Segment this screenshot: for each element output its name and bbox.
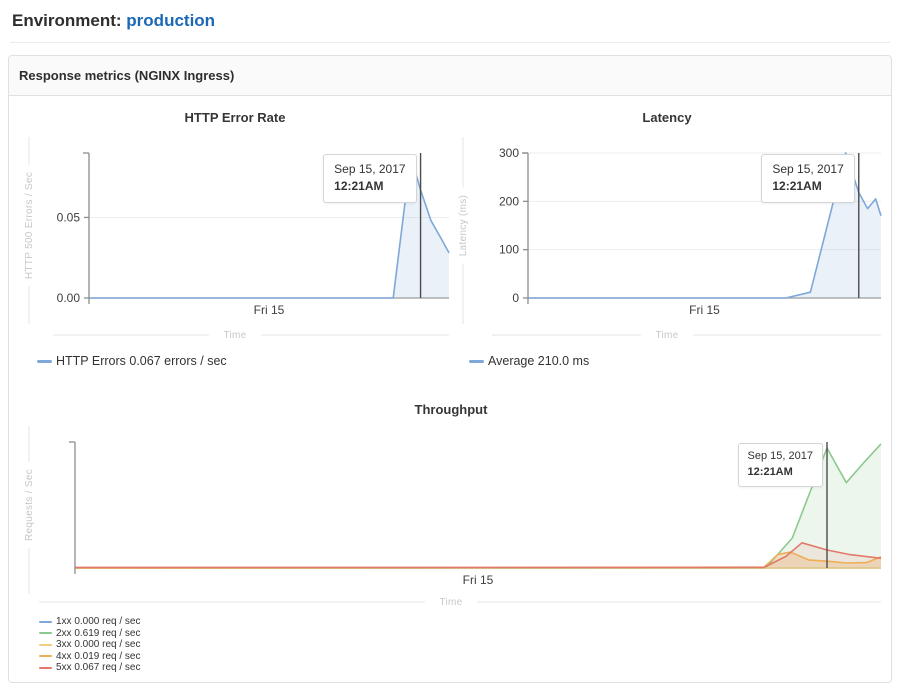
response-metrics-panel: Response metrics (NGINX Ingress) HTTP Er… bbox=[8, 55, 892, 683]
tooltip-date: Sep 15, 2017 bbox=[334, 162, 406, 176]
chart-title: Throughput bbox=[414, 402, 488, 417]
svg-text:Time: Time bbox=[439, 597, 462, 608]
tooltip-time: 12:21AM bbox=[334, 179, 384, 194]
panel-body: HTTP Error Rate HTTP 500 Errors / Sec Tim… bbox=[9, 96, 891, 682]
chart-legend: HTTP Errors 0.067 errors / sec bbox=[37, 354, 451, 368]
legend-swatch-icon bbox=[469, 359, 484, 363]
legend-label: Average 210.0 ms bbox=[488, 354, 590, 368]
environment-link[interactable]: production bbox=[126, 11, 216, 30]
chart-tooltip: Sep 15, 2017 12:21AM bbox=[323, 154, 417, 203]
chart-title: HTTP Error Rate bbox=[184, 110, 286, 125]
svg-text:HTTP 500 Errors / Sec: HTTP 500 Errors / Sec bbox=[24, 172, 35, 279]
svg-text:0: 0 bbox=[512, 291, 519, 305]
chart-legend: 1xx 0.000 req / sec 2xx 0.619 req / sec 3x… bbox=[39, 616, 883, 674]
svg-text:0.05: 0.05 bbox=[57, 210, 81, 224]
legend-swatch-icon bbox=[39, 620, 52, 623]
legend-item: 4xx 0.019 req / sec bbox=[39, 651, 883, 663]
legend-label: 2xx 0.619 req / sec bbox=[56, 627, 141, 639]
legend-label: HTTP Errors 0.067 errors / sec bbox=[56, 354, 227, 368]
svg-text:Fri 15: Fri 15 bbox=[689, 303, 720, 317]
svg-text:200: 200 bbox=[499, 194, 519, 208]
latency-chart: Latency Latency (ms) Time 0 100 200 300 Fri 15… bbox=[451, 96, 883, 368]
page-title: Environment: production bbox=[10, 0, 890, 43]
chart-title: Latency bbox=[642, 110, 692, 125]
legend-label: 4xx 0.019 req / sec bbox=[56, 650, 141, 662]
chart-legend: Average 210.0 ms bbox=[469, 354, 883, 368]
legend-label: 3xx 0.000 req / sec bbox=[56, 639, 141, 650]
svg-text:Fri 15: Fri 15 bbox=[463, 573, 494, 587]
legend-item: 1xx 0.000 req / sec bbox=[39, 616, 883, 628]
chart-tooltip: Sep 15, 2017 12:21AM bbox=[761, 154, 855, 203]
chart-canvas: HTTP 500 Errors / Sec Time 0.00 0.05 Fri 15 … bbox=[19, 128, 451, 346]
legend-swatch-icon bbox=[39, 655, 52, 658]
svg-text:Time: Time bbox=[223, 330, 246, 341]
legend-item: Average 210.0 ms bbox=[469, 354, 883, 368]
chart-canvas: Latency (ms) Time 0 100 200 300 Fri 15 Sep 15,… bbox=[451, 128, 883, 346]
svg-text:Fri 15: Fri 15 bbox=[254, 303, 285, 317]
tooltip-time: 12:21AM bbox=[772, 179, 822, 194]
svg-text:Latency (ms): Latency (ms) bbox=[458, 195, 469, 256]
legend-item: 2xx 0.619 req / sec bbox=[39, 628, 883, 640]
legend-item: 5xx 0.067 req / sec bbox=[39, 662, 883, 674]
legend-swatch-icon bbox=[39, 632, 52, 635]
top-charts-row: HTTP Error Rate HTTP 500 Errors / Sec Tim… bbox=[19, 96, 883, 368]
http-error-rate-chart: HTTP Error Rate HTTP 500 Errors / Sec Tim… bbox=[19, 96, 451, 368]
tooltip-date: Sep 15, 2017 bbox=[772, 162, 844, 176]
legend-swatch-icon bbox=[39, 643, 52, 646]
environment-label: Environment: bbox=[12, 11, 122, 30]
panel-header: Response metrics (NGINX Ingress) bbox=[9, 56, 891, 96]
tooltip-time: 12:21AM bbox=[747, 465, 793, 478]
chart-tooltip: Sep 15, 2017 12:21AM bbox=[737, 443, 823, 487]
legend-swatch-icon bbox=[39, 666, 52, 669]
legend-item: 3xx 0.000 req / sec bbox=[39, 639, 883, 651]
chart-canvas: Requests / Sec Time Fri 15 Sep 15, 2017 12… bbox=[19, 420, 883, 612]
panel-title: Response metrics (NGINX Ingress) bbox=[19, 68, 235, 83]
legend-item: HTTP Errors 0.067 errors / sec bbox=[37, 354, 451, 368]
throughput-chart: Throughput Requests / Sec Time Fri 15 Sep … bbox=[19, 402, 883, 674]
legend-label: 1xx 0.000 req / sec bbox=[56, 616, 141, 627]
legend-swatch-icon bbox=[37, 359, 52, 363]
svg-text:0.00: 0.00 bbox=[57, 291, 81, 305]
svg-text:Time: Time bbox=[655, 330, 678, 341]
svg-text:100: 100 bbox=[499, 243, 519, 257]
svg-text:Requests / Sec: Requests / Sec bbox=[24, 469, 35, 541]
svg-text:300: 300 bbox=[499, 146, 519, 160]
legend-label: 5xx 0.067 req / sec bbox=[56, 662, 141, 673]
tooltip-date: Sep 15, 2017 bbox=[747, 450, 813, 462]
